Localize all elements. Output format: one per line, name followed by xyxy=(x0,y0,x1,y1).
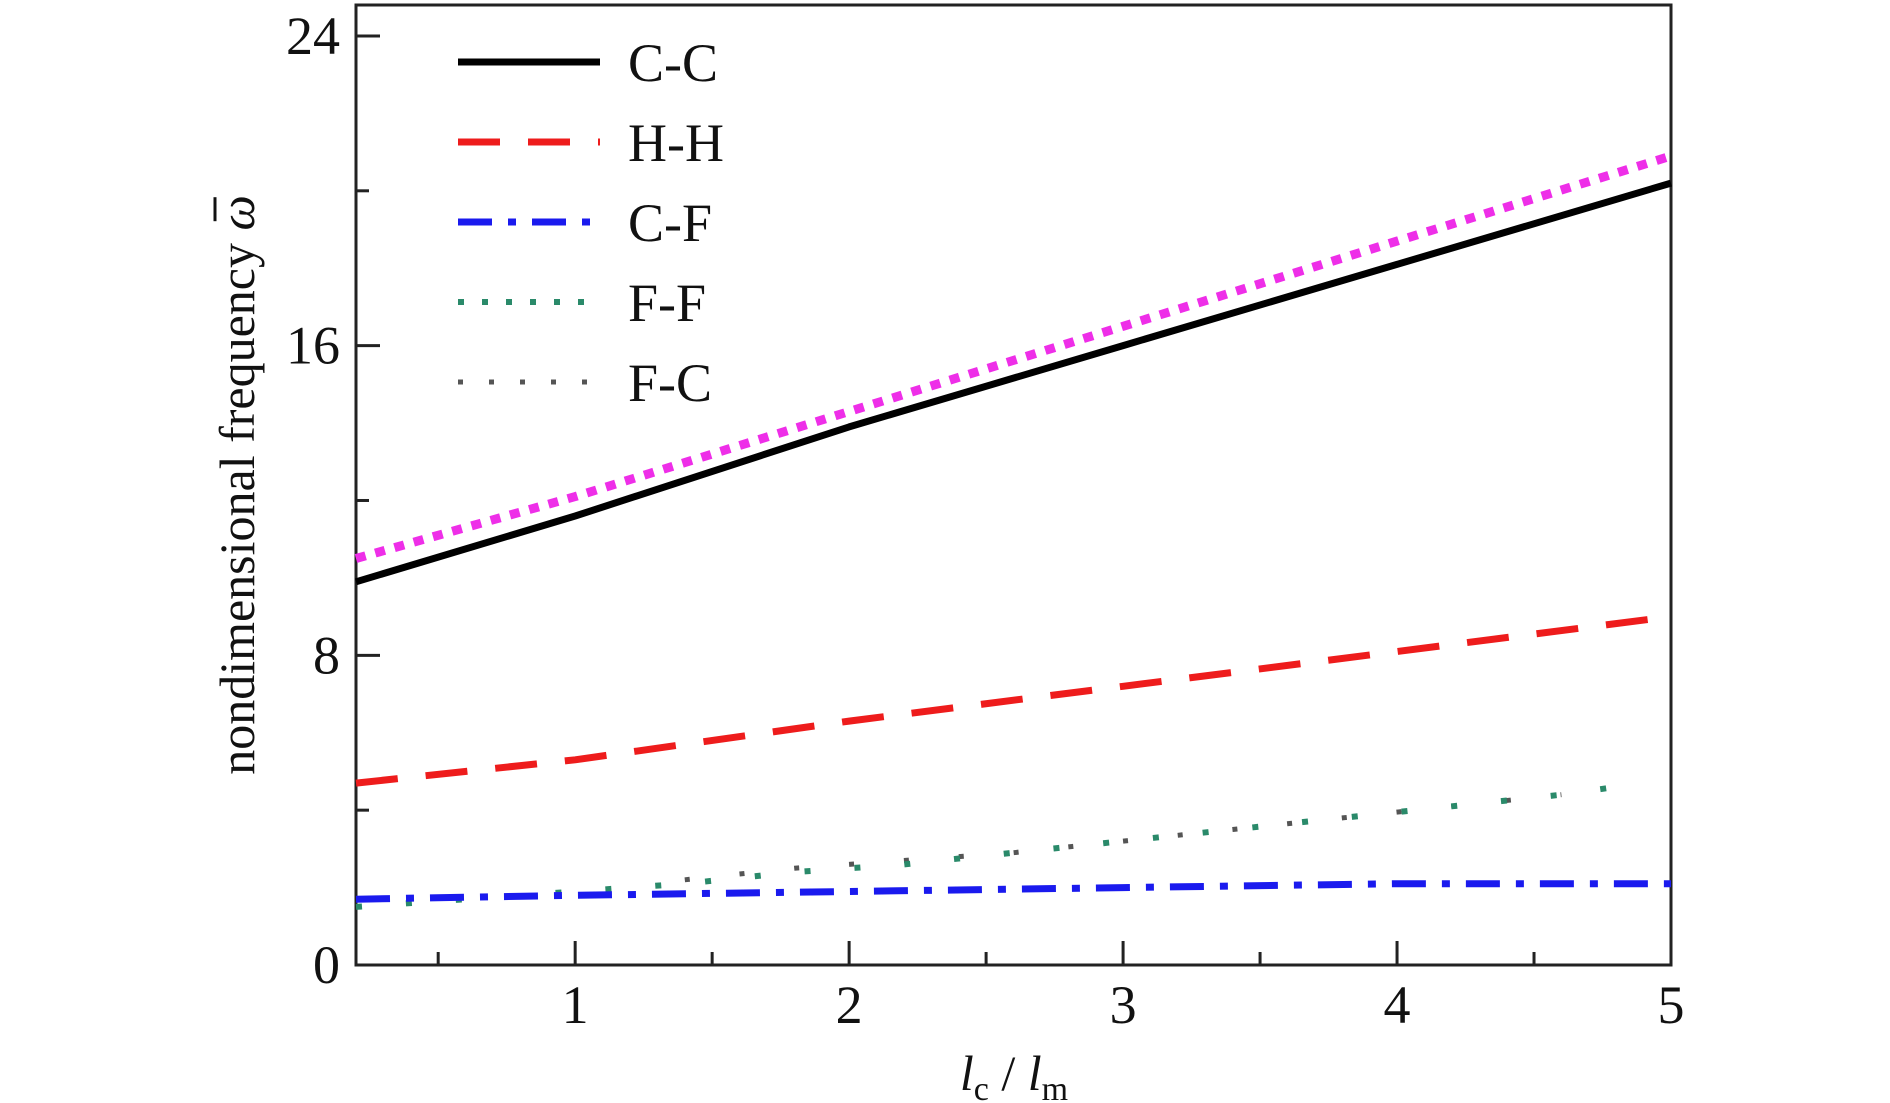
legend-label: C-C xyxy=(628,33,718,93)
y-axis-title-text: nondimensional frequency xyxy=(209,231,265,775)
legend: C-C H-H C-F F-F F-C xyxy=(458,33,724,413)
series-line-3 xyxy=(355,783,1617,910)
x-axis-title-l2: l xyxy=(1028,1045,1042,1101)
axis-ticks xyxy=(356,34,1673,967)
legend-label: F-F xyxy=(628,273,706,333)
series-line-1 xyxy=(355,613,1672,787)
y-tick-label: 8 xyxy=(313,625,340,685)
plot-frame xyxy=(354,3,1673,967)
x-axis-title-sub1: c xyxy=(974,1071,989,1103)
y-tick-label: 24 xyxy=(286,6,340,66)
series-line-2 xyxy=(355,880,1671,903)
y-axis-title: nondimensional frequency ω xyxy=(209,195,265,775)
y-tick-label: 16 xyxy=(286,316,340,376)
x-tick-label: 4 xyxy=(1384,975,1411,1035)
x-axis-title-slash: / xyxy=(989,1045,1028,1101)
legend-label: H-H xyxy=(628,113,724,173)
x-axis-title-l1: l xyxy=(960,1045,974,1101)
x-axis-title-sub2: m xyxy=(1042,1071,1068,1103)
x-axis-title: lc / lm xyxy=(960,1045,1068,1103)
x-tick-label: 2 xyxy=(836,975,863,1035)
legend-label: F-C xyxy=(628,353,712,413)
series-line-5 xyxy=(354,151,1673,563)
x-tick-label: 5 xyxy=(1658,975,1685,1035)
y-axis-title-symbol: ω xyxy=(209,195,265,230)
x-tick-label: 3 xyxy=(1110,975,1137,1035)
series-lines xyxy=(354,151,1673,910)
series-line-0 xyxy=(354,179,1672,586)
legend-label: C-F xyxy=(628,193,712,253)
x-tick-label: 1 xyxy=(562,975,589,1035)
tick-labels: 1 2 3 4 5 0 8 16 24 xyxy=(286,6,1685,1035)
y-tick-label: 0 xyxy=(313,935,340,995)
series-line-4 xyxy=(684,792,1562,883)
svg-text:nondimensional frequency ω: nondimensional frequency ω xyxy=(209,195,265,775)
